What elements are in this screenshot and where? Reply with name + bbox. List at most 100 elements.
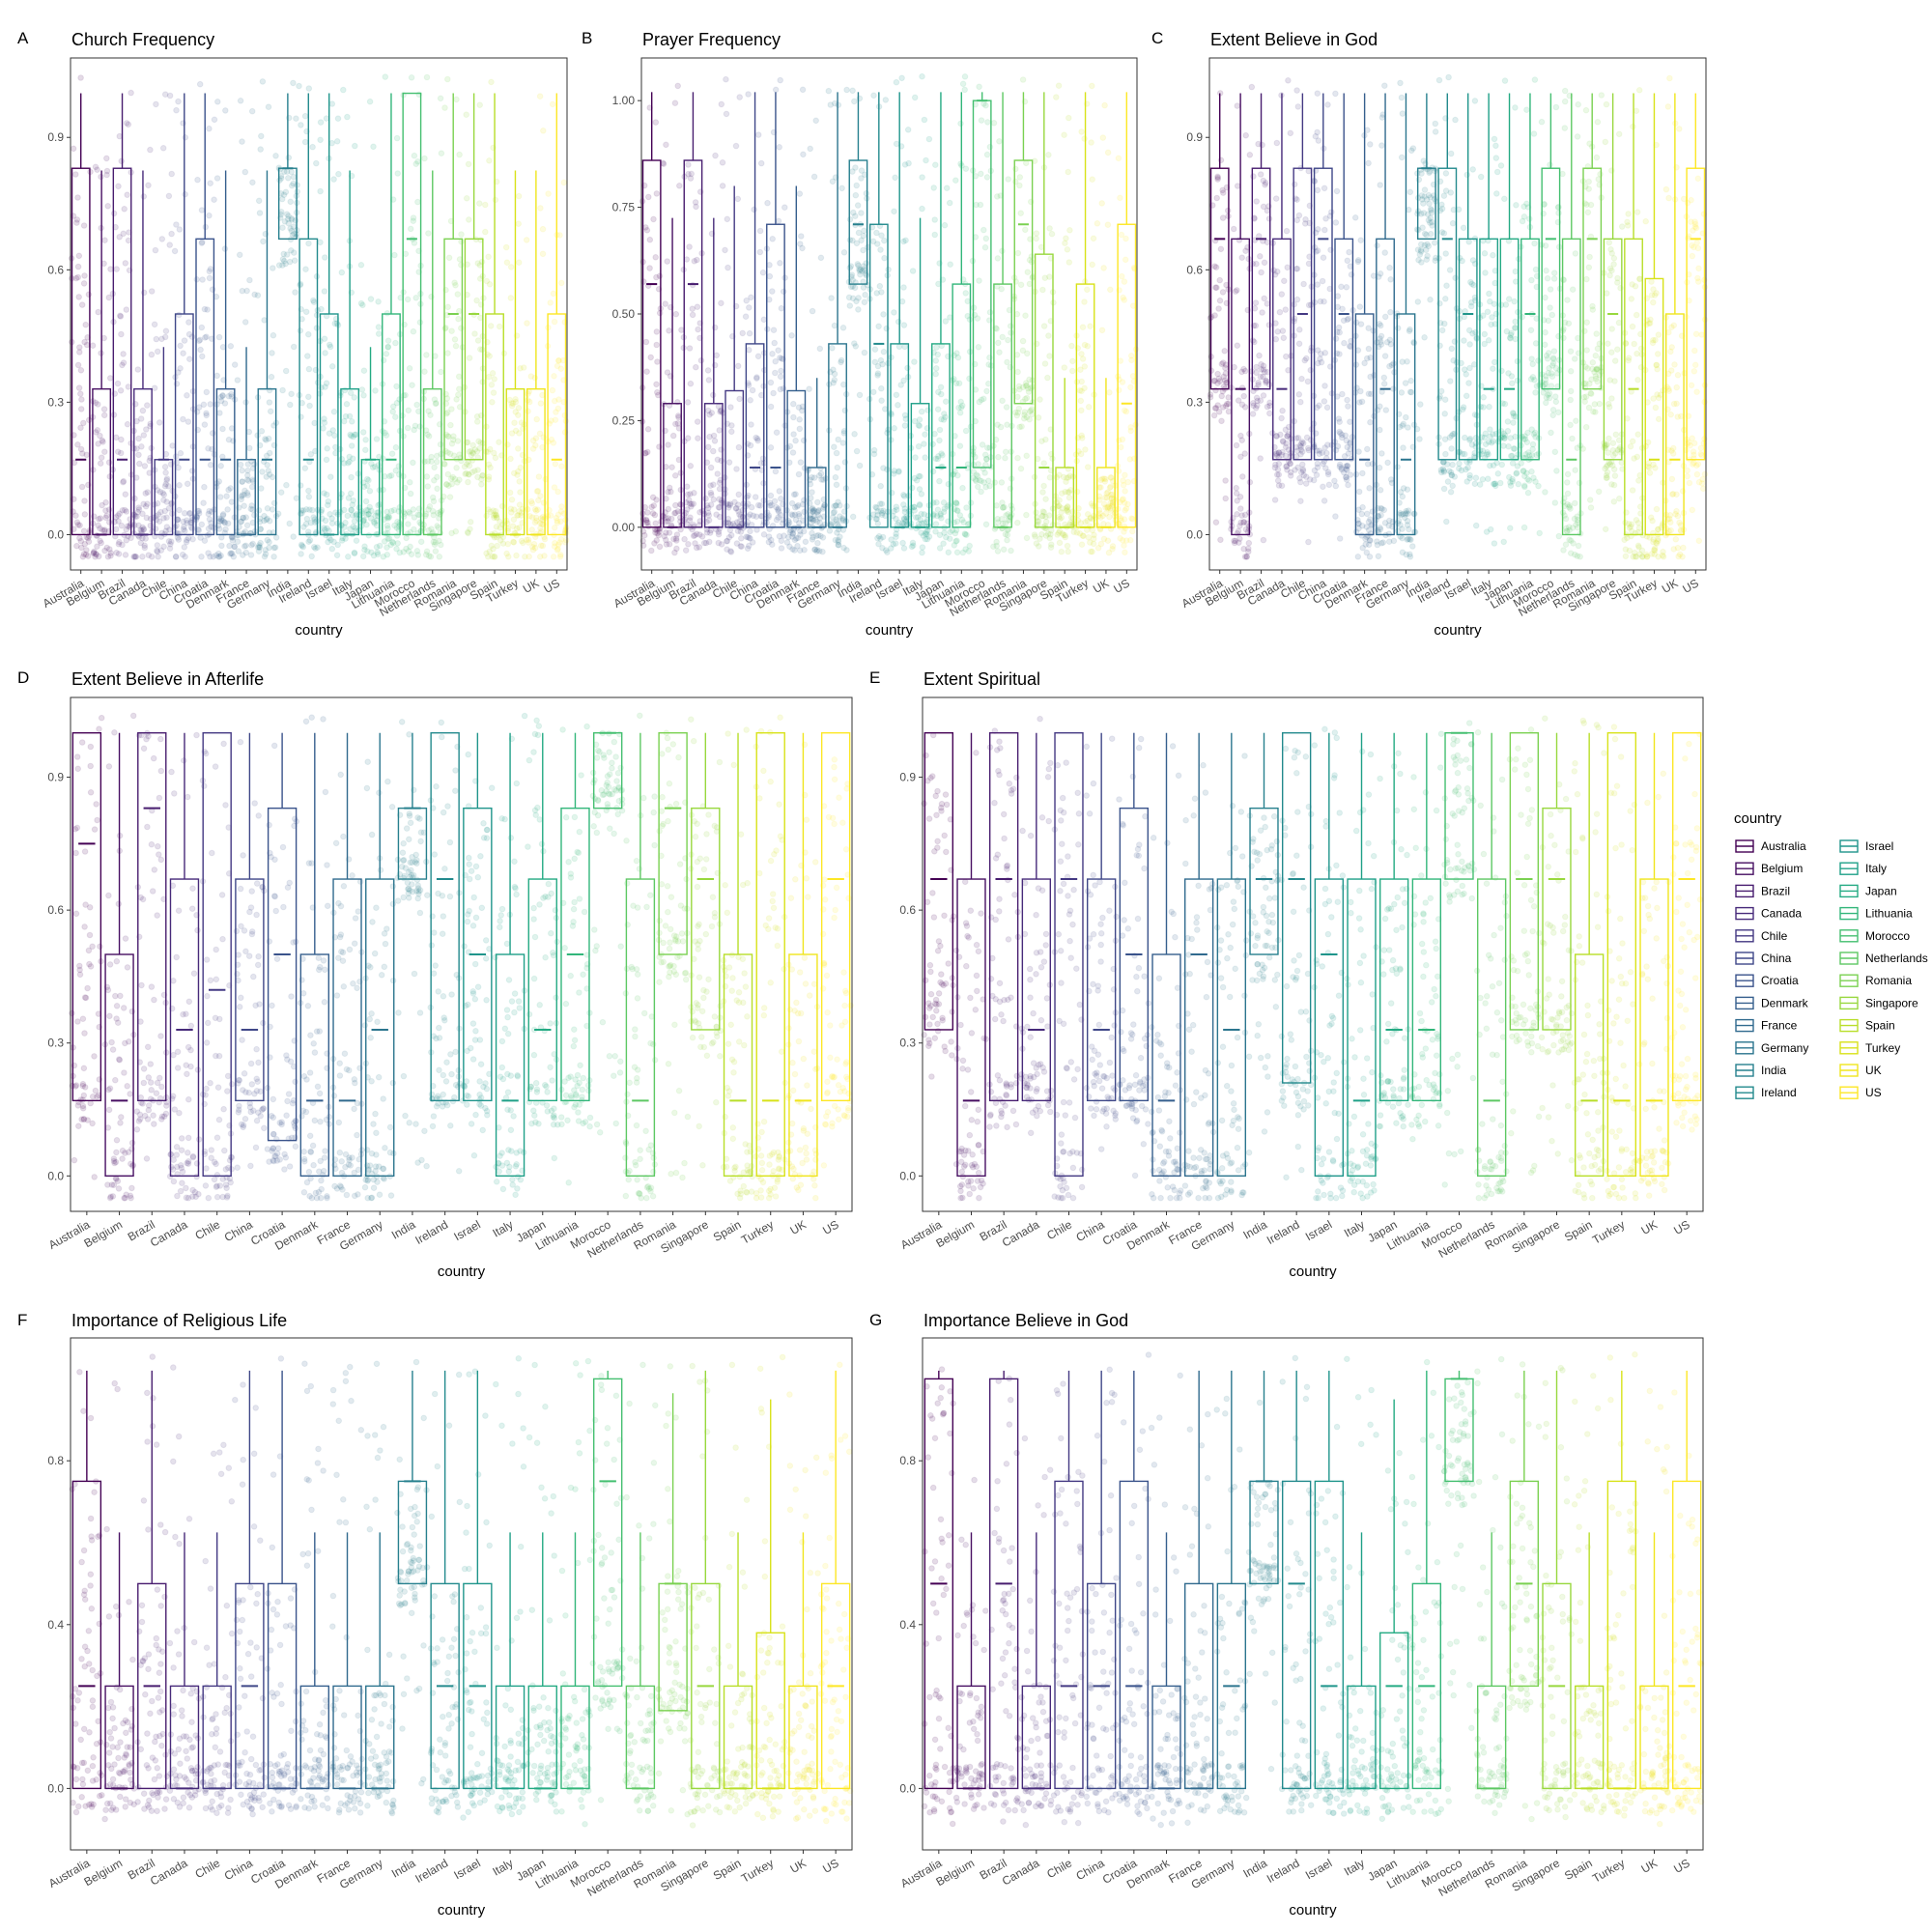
jitter-point [683, 483, 691, 491]
jitter-point [1523, 439, 1531, 446]
jitter-point [792, 437, 799, 444]
jitter-point [1035, 521, 1041, 528]
jitter-point [749, 386, 756, 394]
jitter-point [941, 529, 948, 536]
jitter-point [1065, 168, 1071, 176]
jitter-point [305, 240, 312, 247]
jitter-point [436, 554, 443, 560]
jitter-point [1004, 531, 1011, 539]
jitter-point [911, 474, 919, 482]
jitter-point [73, 542, 80, 550]
jitter-point [550, 554, 557, 560]
jitter-point [1078, 407, 1085, 414]
jitter-point [515, 259, 523, 267]
box-body [195, 238, 215, 536]
jitter-point [1033, 230, 1040, 237]
jitter-point [266, 449, 273, 457]
jitter-point [1101, 101, 1108, 109]
jitter-point [528, 526, 536, 533]
jitter-point [940, 540, 947, 548]
jitter-point [1007, 323, 1014, 329]
jitter-point [1511, 445, 1519, 452]
jitter-point [502, 243, 510, 251]
jitter-point [710, 447, 717, 455]
jitter-point [778, 496, 784, 502]
jitter-point [248, 483, 256, 491]
jitter-point [809, 489, 815, 496]
jitter-point [423, 352, 430, 358]
jitter-point [705, 443, 712, 451]
jitter-point [1084, 464, 1092, 470]
jitter-point [449, 473, 457, 481]
jitter-point [1402, 380, 1409, 386]
jitter-point [668, 464, 675, 471]
jitter-point [537, 400, 545, 407]
jitter-point [123, 526, 129, 533]
jitter-point [722, 246, 728, 254]
jitter-point [854, 261, 862, 268]
jitter-point [829, 520, 836, 526]
jitter-point [1512, 433, 1519, 440]
jitter-point [1064, 245, 1071, 253]
jitter-point [1079, 324, 1087, 331]
jitter-point [953, 518, 961, 526]
jitter-point [444, 303, 452, 311]
jitter-point [1310, 476, 1318, 484]
jitter-point [1550, 348, 1558, 355]
jitter-point [135, 451, 142, 459]
jitter-point [137, 539, 145, 547]
jitter-point [999, 397, 1006, 405]
jitter-point [145, 182, 152, 189]
jitter-point [652, 529, 659, 536]
jitter-point [331, 320, 339, 327]
jitter-point [1340, 317, 1348, 325]
jitter-point [838, 356, 845, 364]
jitter-point [1347, 418, 1353, 426]
jitter-point [270, 331, 277, 339]
jitter-point [1446, 267, 1454, 273]
jitter-point [466, 471, 472, 478]
jitter-point [778, 304, 785, 312]
jitter-point [1555, 210, 1562, 216]
jitter-point [1266, 410, 1273, 417]
jitter-point [997, 423, 1005, 431]
jitter-point [100, 406, 108, 412]
jitter-point [891, 425, 898, 432]
jitter-point [1509, 380, 1516, 387]
jitter-point [1124, 500, 1131, 508]
jitter-point [545, 190, 552, 197]
jitter-point [1528, 355, 1535, 362]
jitter-point [155, 554, 161, 560]
jitter-point [411, 152, 418, 159]
jitter-point [769, 541, 776, 549]
jitter-point [154, 499, 161, 507]
jitter-point [1381, 249, 1388, 256]
jitter-point [359, 553, 367, 560]
jitter-point [1364, 127, 1371, 133]
jitter-point [1045, 152, 1052, 158]
jitter-point [840, 249, 848, 256]
jitter-point [318, 305, 325, 313]
jitter-point [166, 92, 174, 99]
jitter-point [921, 511, 928, 518]
panel-C: C Extent Believe in God0.00.30.60.9Austra… [1151, 29, 1709, 639]
jitter-point [777, 260, 783, 267]
jitter-point [706, 538, 713, 546]
jitter-point [807, 145, 814, 153]
jitter-point [1452, 116, 1459, 124]
jitter-point [1593, 330, 1600, 337]
jitter-point [756, 248, 764, 256]
jitter-point [754, 353, 762, 360]
jitter-point [1318, 351, 1324, 357]
jitter-point [458, 231, 465, 238]
jitter-point [139, 510, 146, 518]
jitter-point [515, 192, 523, 200]
jitter-point [345, 554, 352, 560]
jitter-point [1532, 389, 1539, 396]
jitter-point [117, 312, 124, 320]
jitter-point [74, 522, 82, 528]
jitter-point [838, 185, 845, 192]
jitter-point [414, 198, 421, 206]
jitter-point [1572, 250, 1579, 257]
jitter-point [1222, 361, 1230, 368]
